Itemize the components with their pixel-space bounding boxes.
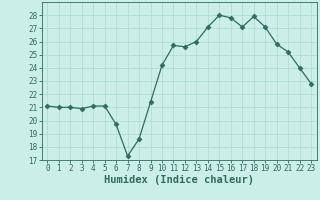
X-axis label: Humidex (Indice chaleur): Humidex (Indice chaleur) (104, 175, 254, 185)
